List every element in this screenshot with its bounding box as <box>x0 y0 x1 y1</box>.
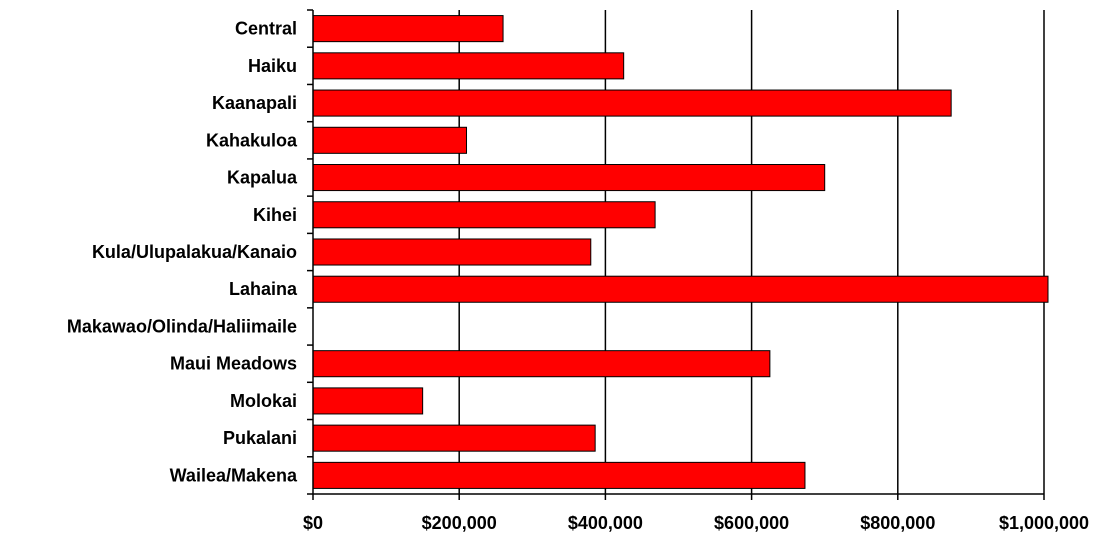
category-label: Central <box>235 19 297 39</box>
category-label: Wailea/Makena <box>170 465 298 485</box>
category-label: Maui Meadows <box>170 354 297 374</box>
bar-2 <box>312 89 952 117</box>
bar-3 <box>312 126 468 154</box>
axes <box>307 9 1045 500</box>
bar-4 <box>312 164 826 192</box>
x-tick-label: $200,000 <box>422 513 497 533</box>
x-tick-label: $800,000 <box>860 513 935 533</box>
category-label: Haiku <box>248 56 297 76</box>
x-tick-label: $1,000,000 <box>999 513 1089 533</box>
x-tick-labels: $0 $200,000 $400,000 $600,000 $800,000 $1,000… <box>303 513 1089 533</box>
category-label: Lahaina <box>229 279 298 299</box>
category-label: Kaanapali <box>212 93 297 113</box>
category-labels: Central Haiku Kaanapali Kahakuloa Kapalua Kih… <box>67 19 298 486</box>
bar-0 <box>312 15 504 43</box>
category-label: Kihei <box>253 205 297 225</box>
x-tick-label: $400,000 <box>568 513 643 533</box>
x-tick-label: $0 <box>303 513 323 533</box>
bar-9 <box>312 350 771 378</box>
bar-1 <box>312 52 625 80</box>
category-label: Pukalani <box>223 428 297 448</box>
bar-7 <box>312 275 1049 303</box>
x-tick-label: $600,000 <box>714 513 789 533</box>
bar-12 <box>312 461 806 489</box>
category-label: Molokai <box>230 391 297 411</box>
category-label: Kula/Ulupalakua/Kanaio <box>92 242 297 262</box>
category-label: Kahakuloa <box>206 130 298 150</box>
bar-6 <box>312 238 592 266</box>
bar-5 <box>312 201 656 229</box>
bar-10 <box>312 387 424 415</box>
bar-11 <box>312 424 596 452</box>
category-label: Makawao/Olinda/Haliimaile <box>67 316 297 336</box>
category-label: Kapalua <box>227 168 298 188</box>
bars <box>312 15 1049 489</box>
